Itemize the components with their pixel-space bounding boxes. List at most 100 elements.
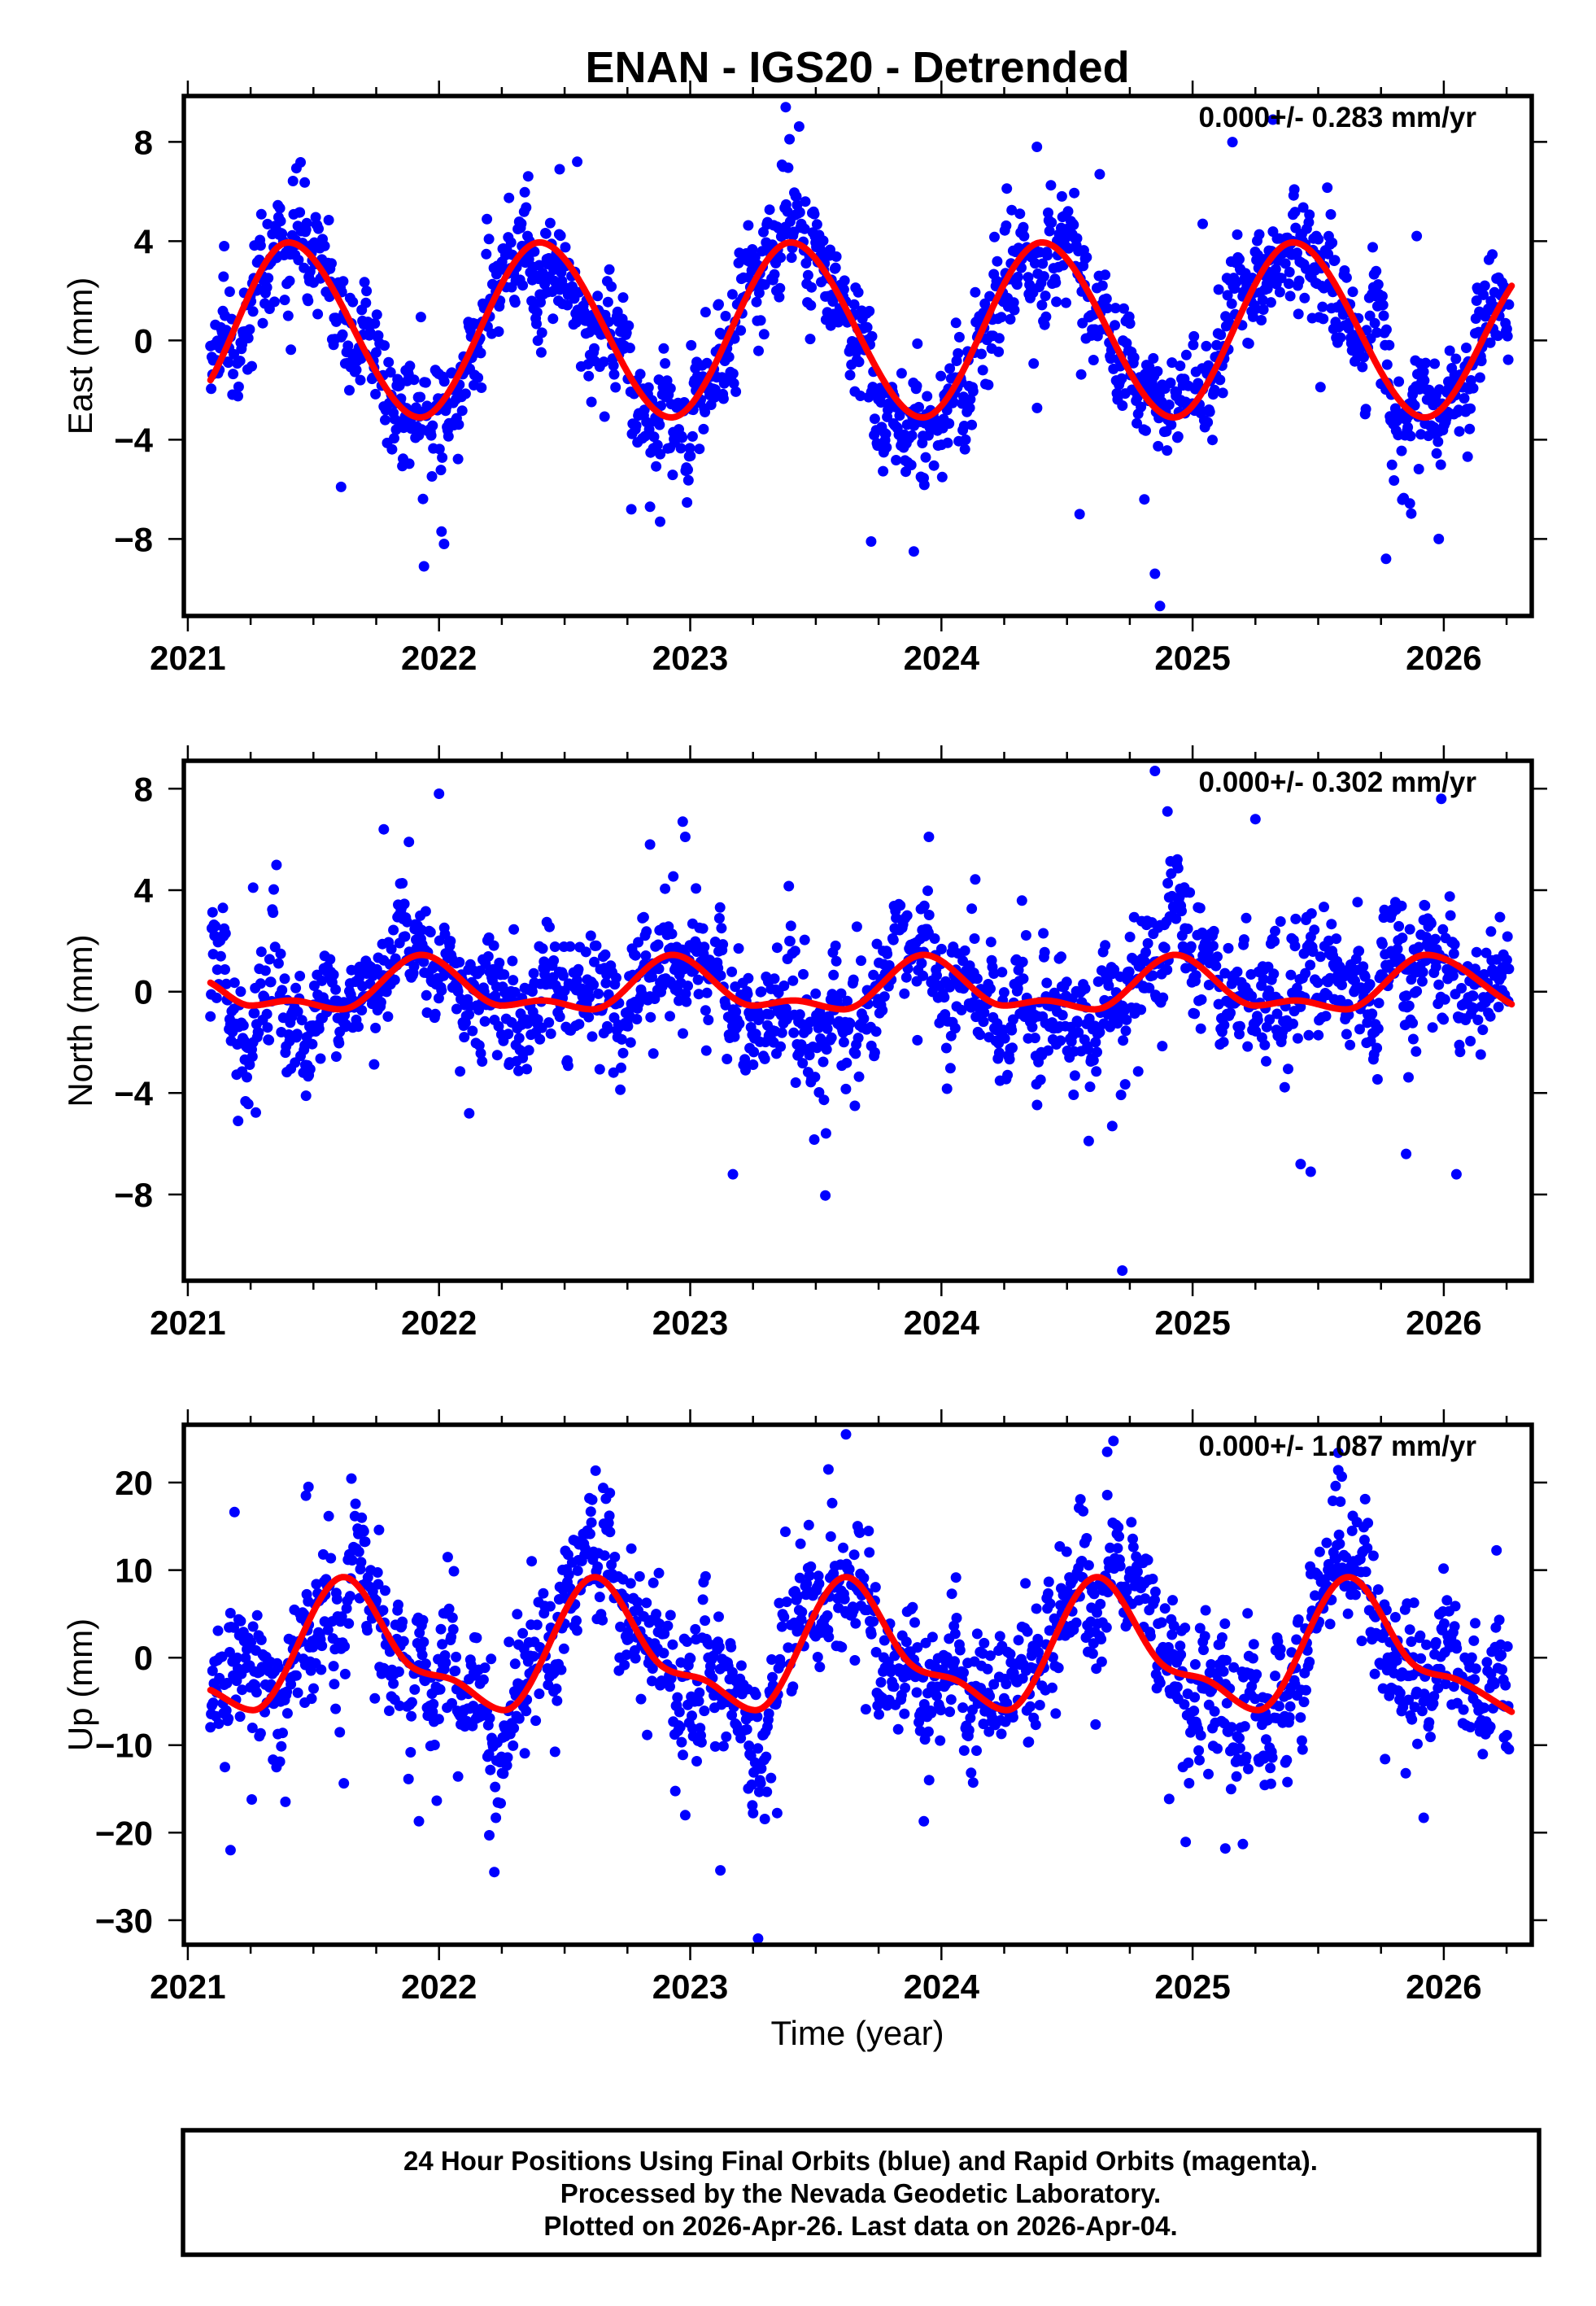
data-point <box>604 1510 615 1522</box>
data-point-outlier <box>1197 218 1208 229</box>
data-point <box>1315 382 1326 393</box>
data-point-outlier <box>1267 114 1279 125</box>
data-point <box>383 356 395 368</box>
data-point <box>580 946 591 958</box>
data-point <box>1303 216 1315 228</box>
data-point <box>273 958 284 969</box>
data-point <box>848 974 859 985</box>
data-point <box>918 900 930 911</box>
data-point <box>370 388 382 400</box>
data-point <box>275 216 286 227</box>
data-point <box>1144 982 1155 994</box>
data-point <box>764 204 775 216</box>
data-point <box>811 1042 822 1054</box>
data-point <box>1121 1014 1132 1025</box>
data-point <box>1180 1837 1192 1848</box>
data-point <box>437 1639 448 1650</box>
data-point <box>735 325 747 336</box>
data-point <box>590 1465 601 1476</box>
data-point <box>700 1005 711 1016</box>
data-point <box>1136 1004 1147 1015</box>
data-point <box>780 1003 791 1015</box>
data-point <box>1242 1608 1254 1619</box>
data-point <box>626 1543 637 1554</box>
data-point <box>372 1567 383 1578</box>
data-point <box>1445 910 1456 921</box>
data-point-outlier <box>1149 766 1161 776</box>
data-point <box>1037 258 1049 269</box>
data-point <box>1405 430 1416 442</box>
data-point <box>339 1640 351 1652</box>
data-point <box>759 1814 770 1824</box>
data-point <box>848 1605 859 1616</box>
data-point <box>896 368 907 379</box>
data-point <box>982 1663 993 1675</box>
data-point <box>739 1054 751 1065</box>
data-point <box>1006 1024 1018 1036</box>
data-point <box>585 1506 596 1518</box>
x-tick-label: 2022 <box>401 639 477 677</box>
data-point <box>617 1047 629 1059</box>
data-point <box>220 928 231 939</box>
data-point <box>1073 1027 1084 1038</box>
data-point <box>1095 1598 1106 1609</box>
data-point <box>220 1705 232 1716</box>
data-point <box>1083 1135 1094 1146</box>
data-point <box>234 356 246 367</box>
data-point <box>1071 1617 1082 1628</box>
data-point <box>397 878 408 889</box>
data-point <box>805 1561 817 1572</box>
data-point <box>1057 1010 1068 1021</box>
data-point <box>526 986 538 997</box>
data-point <box>1195 1730 1206 1741</box>
data-point <box>491 1812 502 1823</box>
data-point <box>490 1781 501 1793</box>
data-point <box>287 176 299 186</box>
data-point <box>319 1616 330 1627</box>
data-point <box>625 1578 636 1589</box>
data-point <box>606 281 617 292</box>
data-point <box>1119 1079 1131 1090</box>
data-point <box>448 1566 460 1577</box>
data-point <box>1039 319 1050 330</box>
data-point <box>1431 448 1442 459</box>
data-point <box>1437 924 1449 935</box>
data-point <box>722 1054 733 1064</box>
data-point <box>674 1722 686 1733</box>
data-point <box>1243 338 1254 349</box>
data-point <box>403 458 415 469</box>
data-point <box>730 1006 742 1017</box>
data-point <box>1357 361 1368 373</box>
data-point <box>560 242 571 253</box>
data-point <box>1234 1029 1245 1040</box>
data-point <box>1068 1090 1079 1100</box>
data-point <box>1358 352 1369 363</box>
data-point <box>1005 313 1016 325</box>
data-point <box>662 1620 674 1631</box>
data-point <box>813 1578 825 1589</box>
data-point <box>1371 327 1383 338</box>
y-tick-label: 4 <box>134 222 154 260</box>
data-point <box>325 954 336 965</box>
data-point <box>716 329 727 340</box>
data-point <box>911 380 922 391</box>
data-point <box>788 1027 800 1038</box>
data-point <box>1401 990 1412 1002</box>
data-point <box>1120 1025 1132 1037</box>
data-point <box>752 1743 764 1754</box>
data-point <box>1327 237 1338 248</box>
data-point <box>976 348 987 360</box>
data-point <box>447 1612 458 1623</box>
data-point <box>1465 1036 1476 1046</box>
data-point <box>535 347 547 358</box>
data-point <box>729 333 740 344</box>
data-point <box>336 1611 347 1622</box>
data-point <box>602 1024 613 1034</box>
data-point <box>1305 959 1316 971</box>
data-point <box>700 1045 712 1056</box>
data-point <box>1092 976 1104 987</box>
data-point <box>540 228 552 239</box>
data-point <box>1411 230 1423 242</box>
data-point <box>380 414 390 426</box>
